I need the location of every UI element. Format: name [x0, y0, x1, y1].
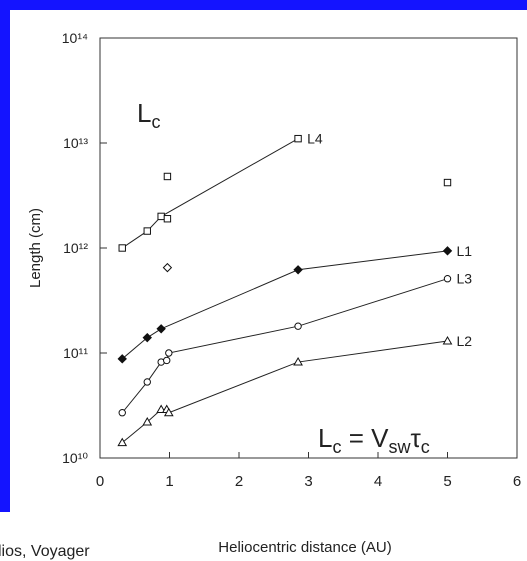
annotation-subscript: c [151, 112, 160, 132]
marker [293, 357, 303, 366]
marker [142, 417, 153, 426]
marker [442, 246, 453, 256]
annotation-text: L [318, 423, 332, 453]
series-line [121, 138, 299, 249]
annotation-subscript: c [421, 437, 430, 457]
marker [118, 409, 126, 417]
caption-panel [0, 512, 120, 561]
annotation-subscript: sw [388, 437, 411, 457]
x-tick-label: 5 [443, 473, 451, 490]
marker [163, 172, 172, 181]
marker [294, 322, 302, 330]
marker [118, 244, 126, 252]
footnote: lios, Voyager [0, 543, 90, 560]
marker [443, 275, 452, 283]
marker [117, 437, 128, 447]
series-label: L1 [457, 243, 473, 259]
marker [156, 324, 166, 334]
marker [142, 332, 152, 343]
marker [293, 265, 303, 275]
marker [442, 336, 453, 345]
y-tick-label: 10¹¹ [63, 345, 88, 361]
series-label: L3 [457, 271, 473, 287]
marker [165, 349, 173, 357]
marker [143, 378, 151, 386]
x-tick-label: 2 [235, 473, 243, 490]
marker [117, 354, 127, 364]
annotation: Lc [137, 98, 160, 132]
marker [157, 212, 165, 221]
y-axis-label: Length (cm) [27, 208, 44, 288]
annotation-subscript: c [332, 437, 341, 457]
marker [163, 356, 171, 365]
annotation-text: L [137, 98, 151, 128]
x-tick-label: 0 [96, 473, 104, 490]
marker [294, 134, 302, 143]
series-label: L2 [457, 333, 473, 349]
x-tick-label: 3 [304, 473, 312, 490]
x-tick-label: 6 [513, 473, 521, 490]
annotation: Lc = Vswτc [318, 423, 430, 457]
x-axis-label: Heliocentric distance (AU) [218, 539, 391, 556]
y-tick-label: 10¹⁰ [62, 450, 88, 466]
series-label: L4 [307, 131, 323, 147]
x-tick-label: 4 [374, 473, 382, 490]
marker [163, 215, 172, 223]
marker [143, 227, 151, 235]
marker [443, 178, 452, 187]
annotation-text: τ [410, 423, 421, 453]
annotation-text: = V [341, 423, 389, 453]
x-tick-label: 1 [165, 473, 173, 490]
y-tick-label: 10¹² [63, 240, 88, 256]
figure-panel [10, 10, 527, 561]
marker [162, 262, 173, 273]
y-tick-label: 10¹³ [63, 135, 88, 151]
y-tick-label: 10¹⁴ [62, 30, 88, 46]
marker [163, 407, 174, 417]
